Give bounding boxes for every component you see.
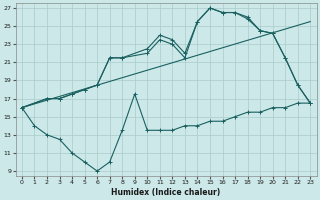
X-axis label: Humidex (Indice chaleur): Humidex (Indice chaleur): [111, 188, 221, 197]
